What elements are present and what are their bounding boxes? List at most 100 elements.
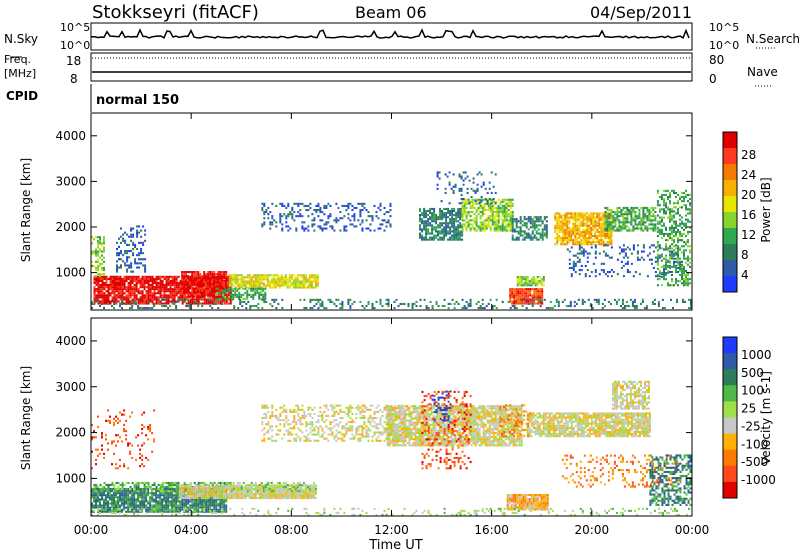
heatmap-cell bbox=[574, 243, 577, 246]
heatmap-cell bbox=[347, 300, 350, 303]
heatmap-cell bbox=[222, 293, 225, 296]
heatmap-cell bbox=[634, 271, 637, 274]
heatmap-cell bbox=[97, 296, 100, 299]
heatmap-cell bbox=[449, 230, 452, 233]
heatmap-cell bbox=[189, 302, 192, 305]
heatmap-cell bbox=[103, 246, 105, 249]
heatmap-cell bbox=[501, 225, 504, 228]
heatmap-cell bbox=[436, 171, 439, 174]
heatmap-cell bbox=[129, 302, 132, 305]
heatmap-cell bbox=[171, 292, 174, 295]
heatmap-cell bbox=[429, 238, 432, 241]
heatmap-cell bbox=[119, 492, 121, 495]
heatmap-cell bbox=[586, 224, 589, 227]
heatmap-cell bbox=[339, 302, 342, 305]
heatmap-cell bbox=[143, 506, 146, 509]
heatmap-cell bbox=[673, 228, 675, 231]
heatmap-cell bbox=[469, 300, 472, 303]
heatmap-cell bbox=[600, 241, 603, 244]
heatmap-cell bbox=[117, 275, 120, 278]
heatmap-cell bbox=[248, 278, 251, 281]
heatmap-cell bbox=[147, 492, 150, 495]
heatmap-cell bbox=[467, 302, 470, 305]
heatmap-cell bbox=[280, 280, 283, 283]
heatmap-cell bbox=[669, 250, 671, 253]
heatmap-cell bbox=[264, 274, 267, 277]
heatmap-cell bbox=[461, 217, 464, 220]
heatmap-cell bbox=[650, 262, 653, 265]
heatmap-cell bbox=[458, 189, 461, 192]
heatmap-cell bbox=[566, 232, 569, 235]
heatmap-cell bbox=[687, 193, 689, 196]
heatmap-cell bbox=[126, 243, 129, 246]
heatmap-cell bbox=[103, 506, 105, 509]
heatmap-cell bbox=[124, 231, 127, 234]
heatmap-cell bbox=[467, 221, 470, 224]
heatmap-cell bbox=[568, 226, 571, 229]
heatmap-cell bbox=[667, 247, 669, 250]
heatmap-cell bbox=[453, 220, 456, 223]
heatmap-cell bbox=[274, 282, 277, 285]
heatmap-cell bbox=[538, 282, 541, 285]
heatmap-cell bbox=[279, 217, 282, 220]
heatmap-cell bbox=[258, 293, 261, 296]
heatmap-cell bbox=[624, 227, 627, 230]
heatmap-cell bbox=[161, 494, 164, 497]
heatmap-cell bbox=[133, 296, 136, 299]
heatmap-cell bbox=[197, 285, 200, 288]
heatmap-cell bbox=[93, 264, 95, 267]
heatmap-cell bbox=[254, 282, 257, 285]
heatmap-cell bbox=[580, 252, 583, 255]
heatmap-cell bbox=[105, 504, 107, 507]
heatmap-cell bbox=[135, 508, 138, 511]
heatmap-cell bbox=[453, 307, 456, 310]
heatmap-cell bbox=[115, 494, 117, 497]
heatmap-cell bbox=[683, 204, 685, 207]
heatmap-cell bbox=[646, 225, 649, 228]
heatmap-cell bbox=[103, 238, 105, 241]
heatmap-cell bbox=[435, 214, 438, 217]
heatmap-cell bbox=[116, 252, 118, 255]
heatmap-cell bbox=[367, 215, 370, 218]
heatmap-cell bbox=[91, 496, 93, 499]
heatmap-cell bbox=[264, 286, 267, 289]
heatmap-cell bbox=[287, 202, 290, 205]
heatmap-cell bbox=[558, 226, 561, 229]
heatmap-cell bbox=[343, 215, 346, 218]
heatmap-cell bbox=[105, 496, 107, 499]
heatmap-cell bbox=[594, 212, 597, 215]
heatmap-cell bbox=[113, 500, 115, 503]
heatmap-cell bbox=[525, 302, 528, 305]
heatmap-cell bbox=[640, 227, 643, 230]
heatmap-cell bbox=[353, 225, 356, 228]
heatmap-cell bbox=[549, 307, 552, 310]
heatmap-cell bbox=[632, 229, 635, 232]
heatmap-cell bbox=[327, 215, 330, 218]
heatmap-cell bbox=[675, 282, 677, 285]
heatmap-cell bbox=[660, 198, 663, 201]
heatmap-cell bbox=[477, 198, 480, 201]
heatmap-cell bbox=[491, 307, 494, 310]
heatmap-cell bbox=[638, 211, 641, 214]
heatmap-cell bbox=[447, 230, 450, 233]
heatmap-cell bbox=[113, 288, 116, 291]
heatmap-cell bbox=[644, 221, 647, 224]
heatmap-cell bbox=[671, 271, 673, 274]
heatmap-cell bbox=[181, 300, 184, 303]
heatmap-cell bbox=[493, 225, 496, 228]
heatmap-cell bbox=[667, 249, 669, 252]
heatmap-cell bbox=[129, 286, 132, 289]
heatmap-cell bbox=[103, 236, 105, 239]
heatmap-cell bbox=[379, 300, 382, 303]
heatmap-cell bbox=[511, 294, 514, 297]
heatmap-cell bbox=[582, 232, 585, 235]
heatmap-cell bbox=[103, 286, 106, 289]
heatmap-cell bbox=[463, 209, 466, 212]
heatmap-cell bbox=[501, 219, 504, 222]
heatmap-cell bbox=[181, 289, 184, 292]
heatmap-cell bbox=[419, 216, 421, 219]
heatmap-cell bbox=[584, 224, 587, 227]
heatmap-cell bbox=[159, 508, 162, 511]
heatmap-cell bbox=[161, 284, 164, 287]
heatmap-cell bbox=[681, 245, 683, 248]
